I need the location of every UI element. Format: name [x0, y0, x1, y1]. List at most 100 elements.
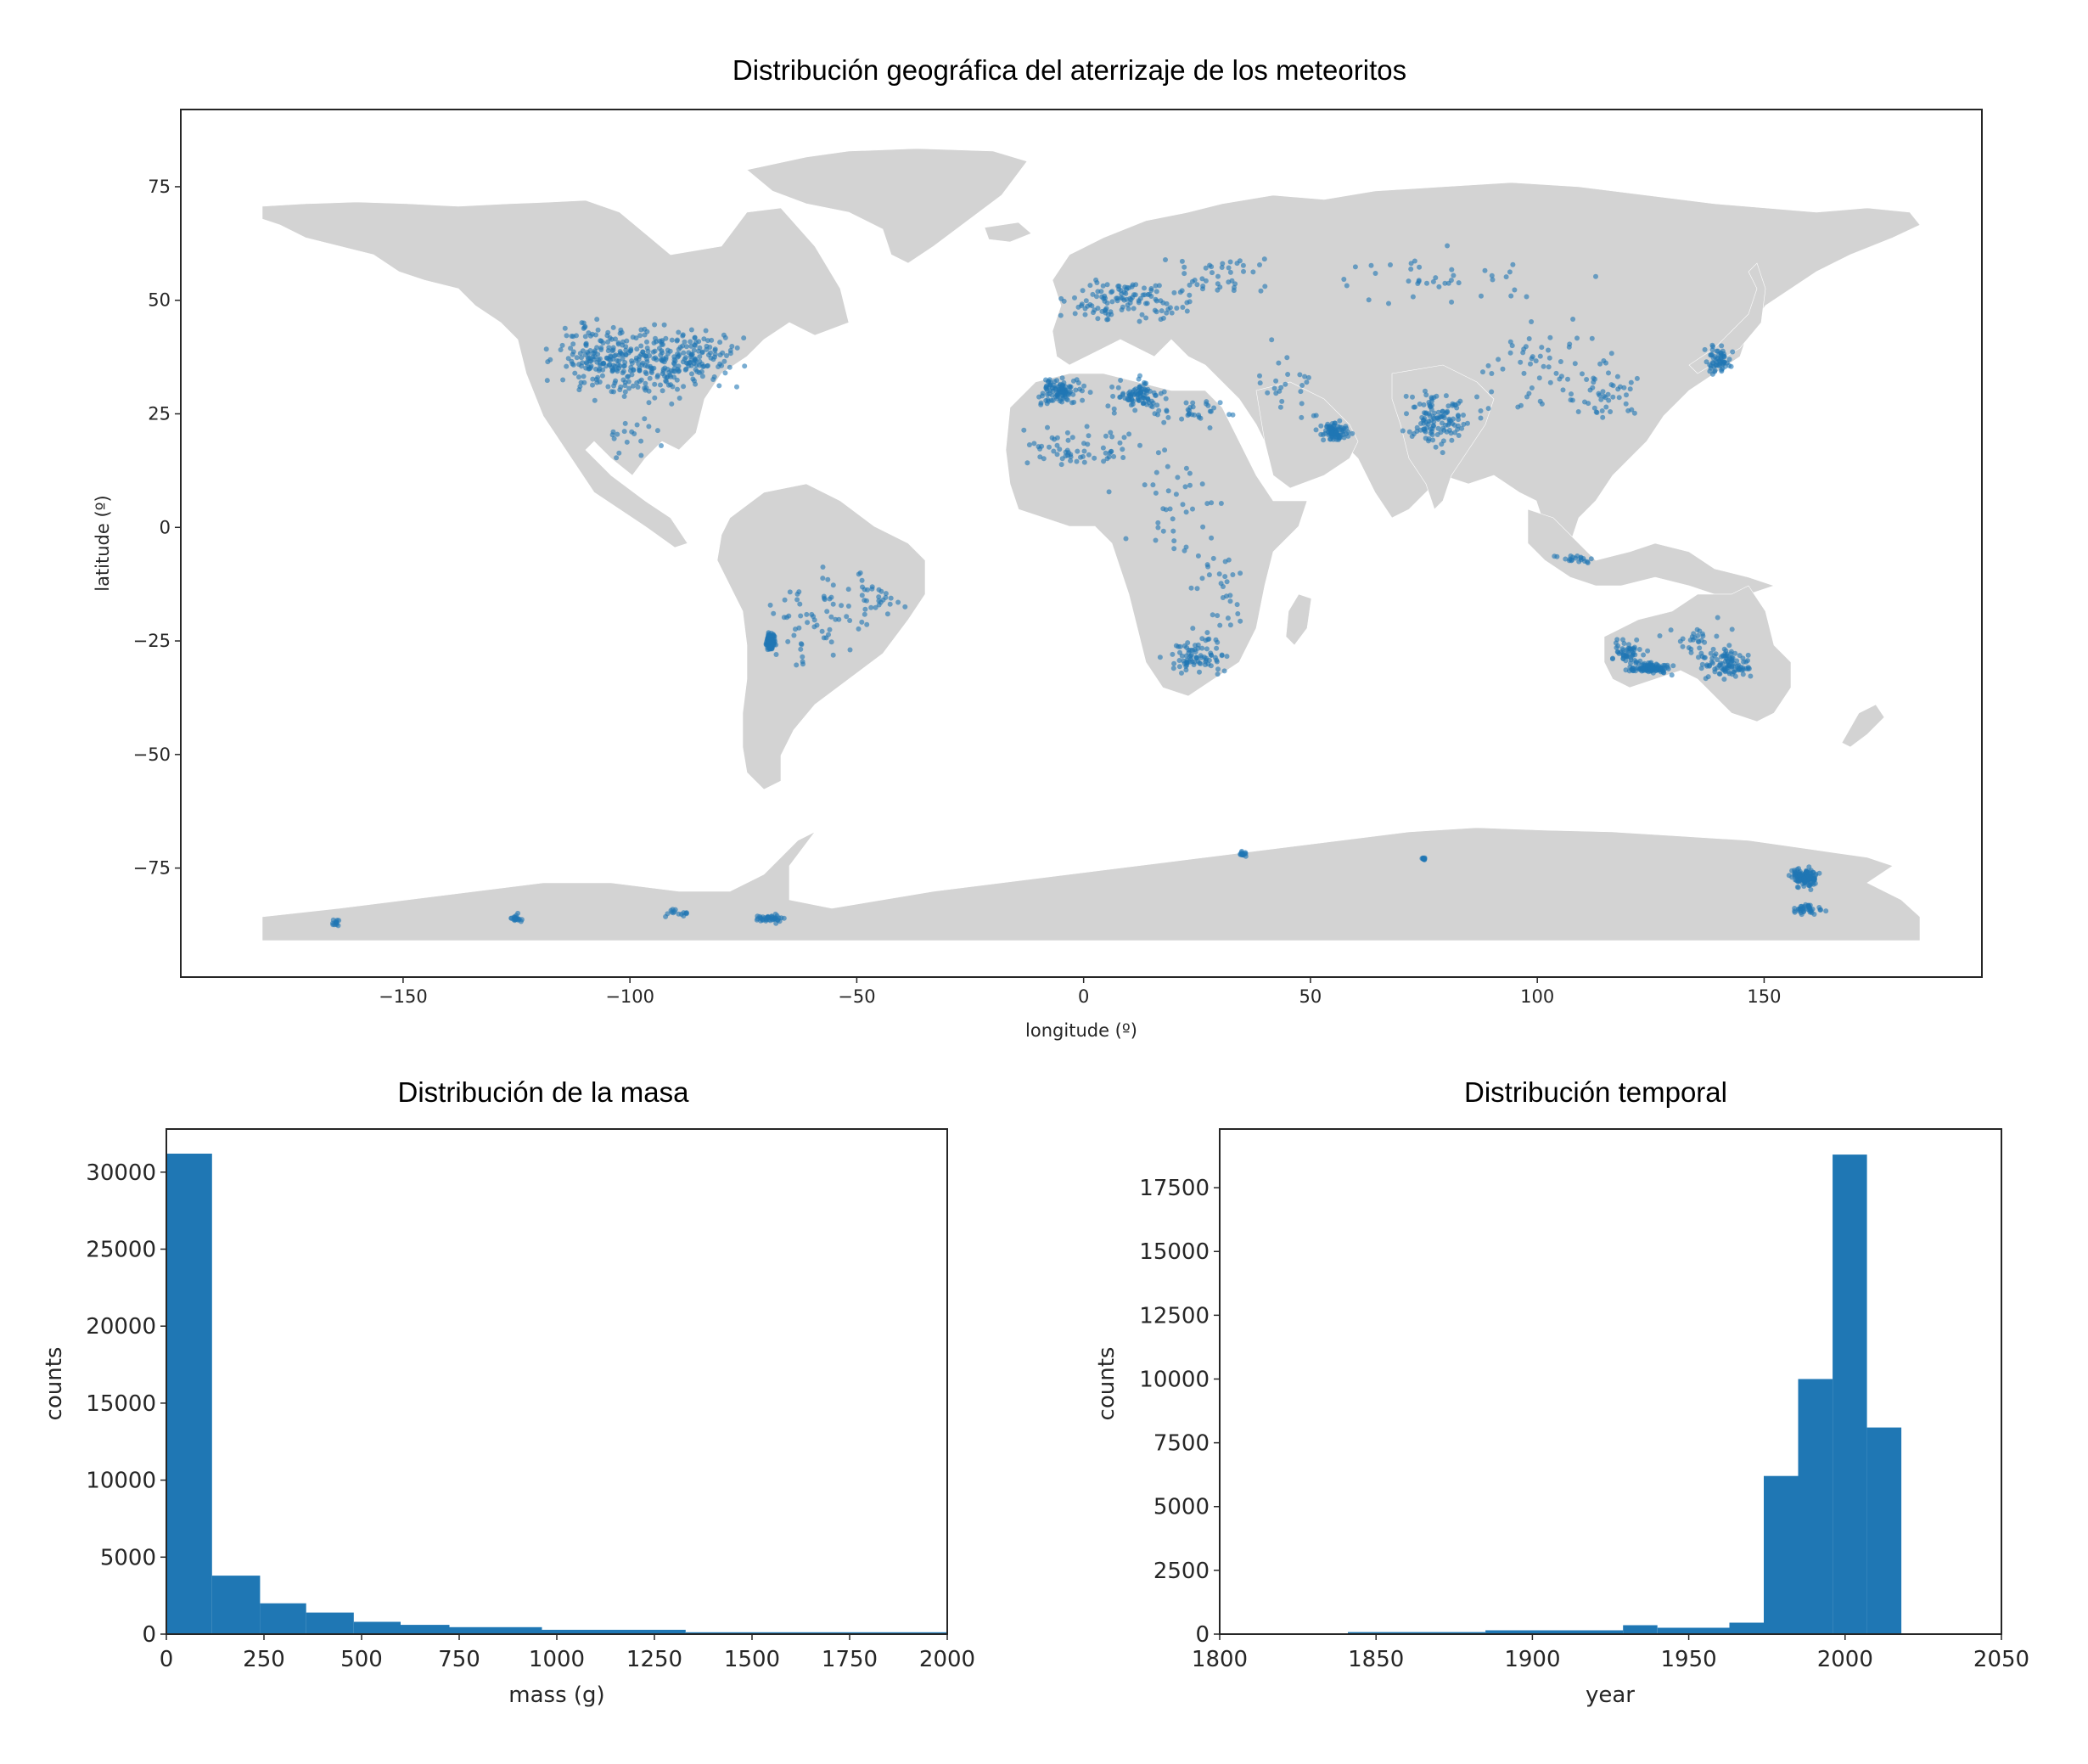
meteorite-point — [1180, 502, 1186, 508]
meteorite-point — [1421, 857, 1427, 862]
meteorite-point — [1239, 851, 1245, 857]
meteorite-point — [1428, 395, 1434, 401]
meteorite-point — [1197, 669, 1202, 675]
meteorite-point — [330, 920, 335, 926]
meteorite-point — [844, 614, 850, 620]
mass-xtick-label: 1500 — [724, 1647, 780, 1672]
meteorite-point — [727, 347, 733, 353]
meteorite-point — [1808, 887, 1814, 892]
meteorite-point — [690, 376, 696, 382]
meteorite-point — [1038, 402, 1044, 407]
meteorite-point — [1153, 537, 1159, 543]
meteorite-point — [1536, 375, 1542, 381]
meteorite-point — [1601, 358, 1607, 363]
meteorite-point — [659, 357, 665, 363]
meteorite-point — [1087, 301, 1093, 307]
meteorite-point — [827, 626, 833, 632]
meteorite-point — [1423, 419, 1429, 425]
map-ytick-label: 25 — [148, 404, 171, 424]
meteorite-point — [1083, 298, 1089, 304]
meteorite-point — [1182, 484, 1188, 490]
meteorite-point — [1428, 430, 1434, 436]
meteorite-point — [693, 381, 699, 387]
meteorite-point — [1250, 269, 1256, 275]
meteorite-point — [836, 616, 842, 622]
meteorite-point — [624, 439, 630, 445]
meteorite-point — [1207, 262, 1213, 268]
meteorite-point — [671, 361, 677, 367]
meteorite-point — [600, 367, 606, 373]
meteorite-point — [1081, 459, 1087, 465]
year-xtick-label: 1800 — [1192, 1647, 1248, 1672]
meteorite-point — [1606, 397, 1612, 403]
meteorite-point — [862, 611, 867, 617]
meteorite-point — [1171, 546, 1177, 552]
meteorite-point — [1079, 301, 1085, 307]
meteorite-point — [1412, 258, 1417, 264]
meteorite-point — [665, 382, 671, 388]
meteorite-point — [1111, 453, 1117, 459]
meteorite-point — [1345, 433, 1351, 439]
mass-frame — [166, 1128, 948, 1635]
meteorite-point — [1177, 643, 1183, 649]
meteorite-point — [513, 917, 519, 923]
meteorite-point — [677, 345, 683, 351]
meteorite-point — [1206, 657, 1212, 663]
meteorite-point — [1748, 673, 1754, 679]
meteorite-point — [1717, 671, 1723, 677]
meteorite-point — [689, 371, 694, 377]
meteorite-point — [1299, 383, 1305, 388]
meteorite-point — [847, 618, 853, 623]
meteorite-point — [847, 647, 853, 653]
meteorite-point — [1165, 463, 1170, 469]
meteorite-point — [1210, 612, 1215, 618]
meteorite-point — [592, 397, 598, 403]
meteorite-point — [1558, 359, 1563, 364]
meteorite-point — [1586, 401, 1591, 407]
map-ytick-label: −25 — [133, 631, 171, 651]
meteorite-point — [1037, 454, 1043, 460]
meteorite-point — [1565, 376, 1570, 382]
meteorite-point — [580, 348, 586, 354]
meteorite-point — [572, 370, 578, 376]
meteorite-point — [1045, 424, 1050, 430]
meteorite-point — [651, 340, 657, 345]
meteorite-point — [640, 349, 646, 355]
meteorite-point — [1209, 535, 1215, 541]
meteorite-point — [1170, 666, 1176, 671]
year-ytick-label: 10000 — [1139, 1367, 1210, 1392]
meteorite-point — [1547, 334, 1553, 340]
meteorite-point — [576, 362, 582, 368]
meteorite-point — [570, 361, 575, 367]
meteorite-point — [1737, 666, 1743, 672]
meteorite-point — [562, 325, 568, 331]
meteorite-point — [669, 401, 675, 407]
meteorite-point — [1478, 415, 1484, 421]
meteorite-point — [598, 360, 603, 366]
meteorite-point — [1165, 414, 1171, 420]
land-new-zealand — [1841, 704, 1885, 748]
meteorite-point — [1657, 633, 1663, 638]
meteorite-point — [682, 339, 688, 345]
meteorite-point — [1238, 618, 1243, 624]
meteorite-point — [644, 339, 649, 345]
meteorite-point — [1187, 282, 1193, 288]
meteorite-point — [1507, 350, 1513, 356]
meteorite-point — [1215, 281, 1221, 287]
meteorite-point — [1717, 362, 1723, 368]
meteorite-point — [767, 602, 773, 608]
meteorite-point — [1721, 666, 1727, 671]
meteorite-point — [1406, 278, 1412, 284]
meteorite-point — [1155, 520, 1161, 525]
meteorite-point — [824, 609, 830, 615]
meteorite-point — [1054, 442, 1060, 448]
meteorite-point — [1180, 305, 1186, 310]
meteorite-point — [646, 400, 652, 406]
year-xtick-label: 1900 — [1504, 1647, 1560, 1672]
meteorite-point — [696, 339, 702, 345]
meteorite-point — [1217, 400, 1223, 406]
mass-bar — [449, 1626, 542, 1634]
meteorite-point — [648, 370, 654, 375]
meteorite-point — [1153, 283, 1159, 289]
meteorite-point — [1163, 396, 1169, 402]
